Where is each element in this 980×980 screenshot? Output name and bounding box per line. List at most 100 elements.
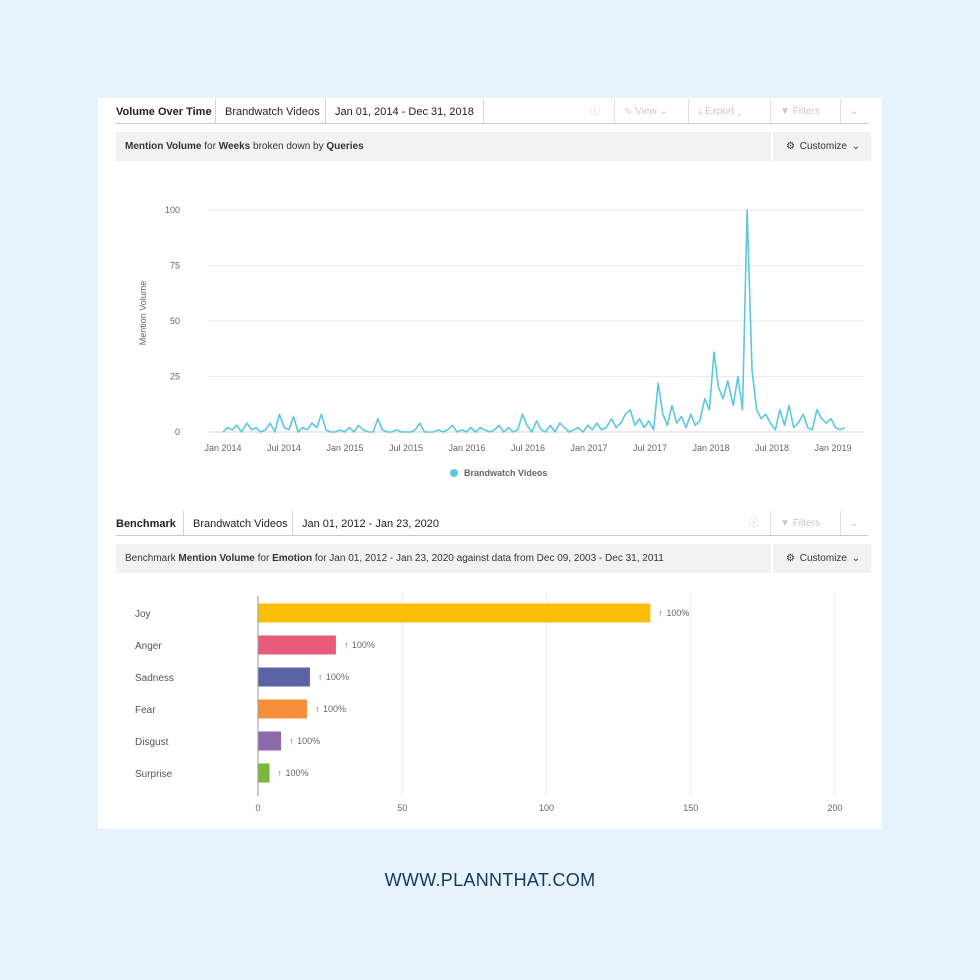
bar-sadness bbox=[258, 667, 310, 687]
bar-anger bbox=[258, 635, 336, 655]
info-icon[interactable]: ⓘ bbox=[590, 106, 600, 117]
date-range-selector[interactable]: Jan 01, 2012 - Jan 23, 2020 bbox=[292, 511, 449, 535]
bar-joy bbox=[258, 603, 651, 623]
y-tick-label: 25 bbox=[170, 372, 180, 382]
change-arrow-icon: ↑ bbox=[318, 672, 323, 682]
x-tick-label: 0 bbox=[255, 803, 260, 813]
x-tick-label: Jul 2015 bbox=[389, 443, 423, 453]
chevron-down-icon: ⌄ bbox=[850, 106, 859, 117]
export-dropdown[interactable]: ⤓ Export ⌄ bbox=[688, 99, 742, 123]
date-range-selector[interactable]: Jan 01, 2014 - Dec 31, 2018 bbox=[325, 99, 484, 123]
chevron-down-icon: ⌄ bbox=[850, 518, 859, 529]
customize-label: Customize bbox=[799, 141, 847, 152]
benchmark-tabbar: Benchmark Brandwatch Videos Jan 01, 2012… bbox=[116, 511, 868, 536]
benchmark-suffix: for Jan 01, 2012 - Jan 23, 2020 against … bbox=[314, 553, 664, 564]
x-tick-label: 200 bbox=[827, 803, 842, 813]
customize-label: Customize bbox=[799, 553, 847, 564]
tab-query-name[interactable]: Brandwatch Videos bbox=[215, 99, 320, 123]
benchmark-prefix: Benchmark bbox=[125, 553, 176, 564]
x-tick-label: Jan 2014 bbox=[204, 443, 241, 453]
change-arrow-icon: ↑ bbox=[344, 640, 349, 650]
dimension-label: Queries bbox=[326, 141, 364, 152]
y-tick-label: 0 bbox=[175, 427, 180, 437]
category-label: Disgust bbox=[135, 737, 169, 748]
volume-tabbar: Volume Over Time Brandwatch Videos Jan 0… bbox=[116, 99, 868, 124]
volume-description: Mention Volume for Weeks broken down by … bbox=[125, 132, 364, 161]
info-icon[interactable]: ⓘ bbox=[749, 518, 759, 529]
mention-volume-line-chart: 0 25 50 75 100 Jan 2014 Jul 2014 Jan 2015 Jul 20… bbox=[138, 205, 864, 478]
change-arrow-icon: ↑ bbox=[315, 704, 320, 714]
filters-label: Filters bbox=[792, 106, 820, 117]
y-tick-label: 100 bbox=[165, 205, 180, 215]
more-dropdown[interactable]: ⌄ bbox=[840, 99, 858, 123]
filters-label: Filters bbox=[792, 518, 820, 529]
filters-button[interactable]: ▼ Filters bbox=[770, 99, 820, 123]
broken-down-text: broken down by bbox=[253, 141, 324, 152]
change-label: 100% bbox=[326, 672, 349, 682]
filters-button[interactable]: ▼ Filters bbox=[770, 511, 820, 535]
legend-label: Brandwatch Videos bbox=[464, 468, 547, 478]
chevron-down-icon: ⌄ bbox=[851, 553, 861, 564]
category-label: Sadness bbox=[135, 673, 174, 684]
dimension-label: Emotion bbox=[272, 553, 313, 564]
change-label: 100% bbox=[323, 704, 346, 714]
x-tick-label: Jul 2017 bbox=[633, 443, 667, 453]
x-tick-label: Jan 2018 bbox=[692, 443, 729, 453]
view-label: View bbox=[635, 106, 657, 117]
footer-url[interactable]: WWW.PLANNTHAT.COM bbox=[384, 870, 596, 890]
x-tick-label: Jan 2015 bbox=[326, 443, 363, 453]
tab-benchmark[interactable]: Benchmark bbox=[116, 518, 176, 530]
bar-fear bbox=[258, 699, 308, 719]
chevron-down-icon: ⌄ bbox=[659, 106, 668, 117]
chevron-down-icon: ⌄ bbox=[851, 141, 861, 152]
for-text: for bbox=[257, 553, 270, 564]
x-tick-label: 100 bbox=[539, 803, 554, 813]
volume-subheader: Mention Volume for Weeks broken down by … bbox=[116, 132, 871, 161]
category-label: Joy bbox=[135, 609, 151, 620]
change-arrow-icon: ↑ bbox=[278, 768, 283, 778]
change-arrow-icon: ↑ bbox=[658, 608, 663, 618]
view-dropdown[interactable]: ∿ View ⌄ bbox=[614, 99, 668, 123]
gear-icon: ⚙ bbox=[786, 553, 795, 564]
tab-volume-over-time[interactable]: Volume Over Time bbox=[116, 106, 212, 118]
x-tick-label: Jul 2014 bbox=[267, 443, 301, 453]
x-tick-label: Jul 2016 bbox=[511, 443, 545, 453]
benchmark-subheader: Benchmark Mention Volume for Emotion for… bbox=[116, 544, 871, 573]
x-tick-label: 50 bbox=[397, 803, 407, 813]
gear-icon: ⚙ bbox=[786, 141, 795, 152]
x-tick-label: 150 bbox=[683, 803, 698, 813]
customize-button[interactable]: ⚙ Customize ⌄ bbox=[771, 132, 871, 161]
export-label: Export bbox=[705, 106, 735, 117]
series-line-brandwatch-videos bbox=[222, 209, 846, 433]
period-label: Weeks bbox=[218, 141, 251, 152]
benchmark-description: Benchmark Mention Volume for Emotion for… bbox=[125, 544, 664, 573]
download-icon: ⤓ bbox=[698, 106, 703, 117]
bar-surprise bbox=[258, 763, 270, 783]
x-tick-label: Jul 2018 bbox=[755, 443, 789, 453]
legend-marker bbox=[450, 469, 458, 477]
filter-icon: ▼ bbox=[780, 106, 790, 117]
x-tick-label: Jan 2017 bbox=[570, 443, 607, 453]
category-label: Fear bbox=[135, 705, 156, 716]
x-tick-label: Jan 2016 bbox=[448, 443, 485, 453]
filter-icon: ▼ bbox=[780, 518, 790, 529]
tab-query-name[interactable]: Brandwatch Videos bbox=[183, 511, 288, 535]
change-arrow-icon: ↑ bbox=[289, 736, 294, 746]
more-dropdown[interactable]: ⌄ bbox=[840, 511, 858, 535]
customize-button[interactable]: ⚙ Customize ⌄ bbox=[771, 544, 871, 573]
trend-icon: ∿ bbox=[624, 106, 633, 117]
bar-disgust bbox=[258, 731, 282, 751]
for-text: for bbox=[204, 141, 216, 152]
change-label: 100% bbox=[297, 736, 320, 746]
y-tick-label: 75 bbox=[170, 261, 180, 271]
metric-label: Mention Volume bbox=[178, 553, 255, 564]
metric-label: Mention Volume bbox=[125, 141, 202, 152]
change-label: 100% bbox=[666, 608, 689, 618]
category-label: Anger bbox=[135, 641, 162, 652]
x-tick-label: Jan 2019 bbox=[814, 443, 851, 453]
change-label: 100% bbox=[352, 640, 375, 650]
y-axis-title: Mention Volume bbox=[138, 281, 148, 346]
y-tick-label: 50 bbox=[170, 316, 180, 326]
chevron-down-icon: ⌄ bbox=[736, 106, 742, 117]
